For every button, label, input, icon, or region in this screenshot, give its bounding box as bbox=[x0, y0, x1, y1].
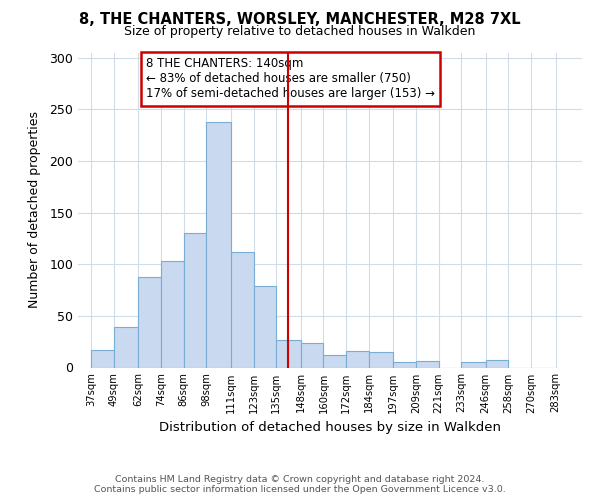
X-axis label: Distribution of detached houses by size in Walkden: Distribution of detached houses by size … bbox=[159, 421, 501, 434]
Text: Contains HM Land Registry data © Crown copyright and database right 2024.
Contai: Contains HM Land Registry data © Crown c… bbox=[94, 474, 506, 494]
Bar bbox=[486, 360, 508, 368]
Y-axis label: Number of detached properties: Number of detached properties bbox=[28, 112, 41, 308]
Text: 8, THE CHANTERS, WORSLEY, MANCHESTER, M28 7XL: 8, THE CHANTERS, WORSLEY, MANCHESTER, M2… bbox=[79, 12, 521, 28]
Text: 8 THE CHANTERS: 140sqm
← 83% of detached houses are smaller (750)
17% of semi-de: 8 THE CHANTERS: 140sqm ← 83% of detached… bbox=[146, 57, 435, 100]
Bar bbox=[184, 233, 206, 368]
Bar bbox=[461, 362, 486, 368]
Text: Size of property relative to detached houses in Walkden: Size of property relative to detached ho… bbox=[124, 25, 476, 38]
Bar bbox=[206, 122, 231, 368]
Bar bbox=[254, 286, 276, 368]
Bar bbox=[323, 355, 346, 368]
Bar bbox=[139, 276, 161, 368]
Bar bbox=[368, 352, 393, 368]
Bar bbox=[416, 362, 439, 368]
Bar bbox=[114, 327, 139, 368]
Bar bbox=[231, 252, 254, 368]
Bar bbox=[91, 350, 114, 368]
Bar bbox=[346, 351, 368, 368]
Bar bbox=[276, 340, 301, 367]
Bar bbox=[301, 342, 323, 367]
Bar bbox=[161, 261, 184, 368]
Bar bbox=[393, 362, 416, 368]
